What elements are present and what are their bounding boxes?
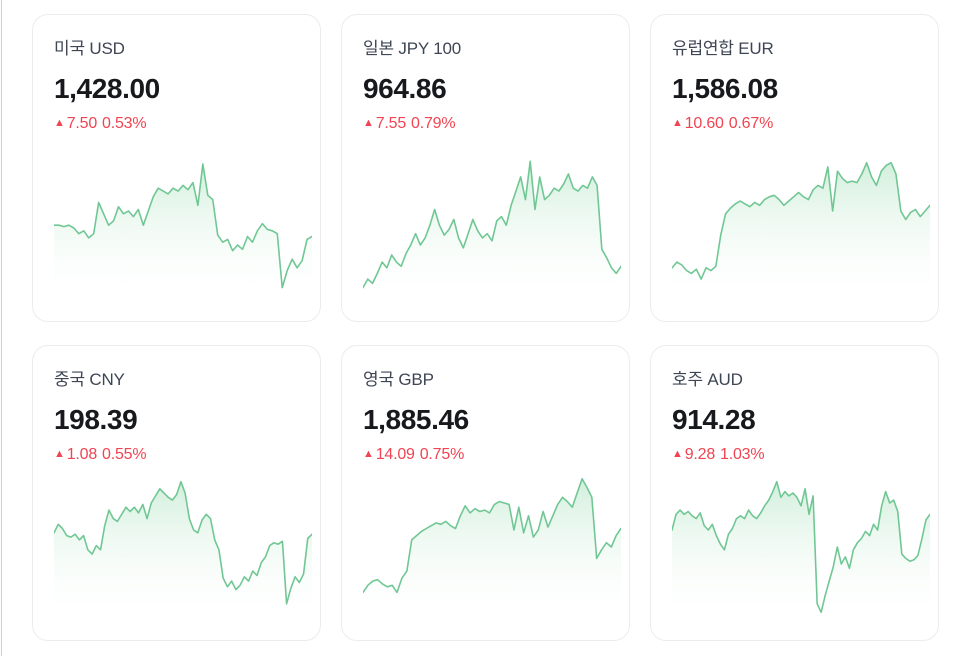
change-row: ▲ 7.50 0.53% — [54, 114, 299, 134]
sparkline-chart — [363, 472, 621, 622]
sparkline-chart — [54, 153, 312, 303]
exchange-rate-value: 198.39 — [54, 404, 138, 435]
currency-name: 미국 USD — [54, 39, 125, 58]
change-amount: 14.09 — [375, 446, 415, 463]
currency-name: 일본 JPY 100 — [363, 39, 461, 58]
change-amount: 7.50 — [66, 115, 98, 132]
up-triangle-icon: ▲ — [672, 117, 683, 129]
change-amount: 1.08 — [66, 446, 98, 463]
currency-card-aud[interactable]: 호주 AUD 914.28 ▲ 9.28 1.03% — [650, 345, 939, 641]
change-row: ▲ 7.55 0.79% — [363, 114, 608, 134]
left-edge-divider — [1, 0, 2, 656]
currency-name: 유럽연합 EUR — [672, 39, 774, 58]
sparkline-chart — [54, 472, 312, 622]
change-percent: 0.67% — [728, 115, 774, 132]
change-percent: 0.79% — [411, 115, 456, 132]
currency-name: 중국 CNY — [54, 370, 125, 389]
exchange-rate-value: 914.28 — [672, 404, 756, 435]
change-amount: 7.55 — [375, 115, 407, 132]
change-row: ▲ 14.09 0.75% — [363, 445, 608, 465]
change-percent: 0.53% — [102, 115, 147, 132]
exchange-rate-value: 1,885.46 — [363, 404, 469, 435]
change-percent: 1.03% — [720, 446, 765, 463]
currency-name: 호주 AUD — [672, 370, 743, 389]
currency-card-jpy[interactable]: 일본 JPY 100 964.86 ▲ 7.55 0.79% — [341, 14, 630, 322]
sparkline-chart — [363, 153, 621, 303]
currency-name: 영국 GBP — [363, 370, 434, 389]
exchange-rate-value: 1,428.00 — [54, 73, 160, 104]
change-row: ▲ 9.28 1.03% — [672, 445, 917, 465]
currency-card-gbp[interactable]: 영국 GBP 1,885.46 ▲ 14.09 0.75% — [341, 345, 630, 641]
exchange-rate-value: 964.86 — [363, 73, 447, 104]
sparkline-chart — [672, 472, 930, 622]
currency-card-usd[interactable]: 미국 USD 1,428.00 ▲ 7.50 0.53% — [32, 14, 321, 322]
currency-card-cny[interactable]: 중국 CNY 198.39 ▲ 1.08 0.55% — [32, 345, 321, 641]
up-triangle-icon: ▲ — [54, 448, 65, 460]
change-percent: 0.75% — [419, 446, 465, 463]
change-amount: 10.60 — [684, 115, 724, 132]
up-triangle-icon: ▲ — [363, 448, 374, 460]
change-row: ▲ 10.60 0.67% — [672, 114, 917, 134]
up-triangle-icon: ▲ — [54, 117, 65, 129]
sparkline-chart — [672, 153, 930, 303]
up-triangle-icon: ▲ — [363, 117, 374, 129]
currency-card-grid: 미국 USD 1,428.00 ▲ 7.50 0.53% 일본 JPY 100 … — [32, 14, 939, 641]
change-row: ▲ 1.08 0.55% — [54, 445, 299, 465]
change-amount: 9.28 — [684, 446, 716, 463]
up-triangle-icon: ▲ — [672, 448, 683, 460]
currency-card-eur[interactable]: 유럽연합 EUR 1,586.08 ▲ 10.60 0.67% — [650, 14, 939, 322]
exchange-rate-value: 1,586.08 — [672, 73, 778, 104]
change-percent: 0.55% — [102, 446, 147, 463]
